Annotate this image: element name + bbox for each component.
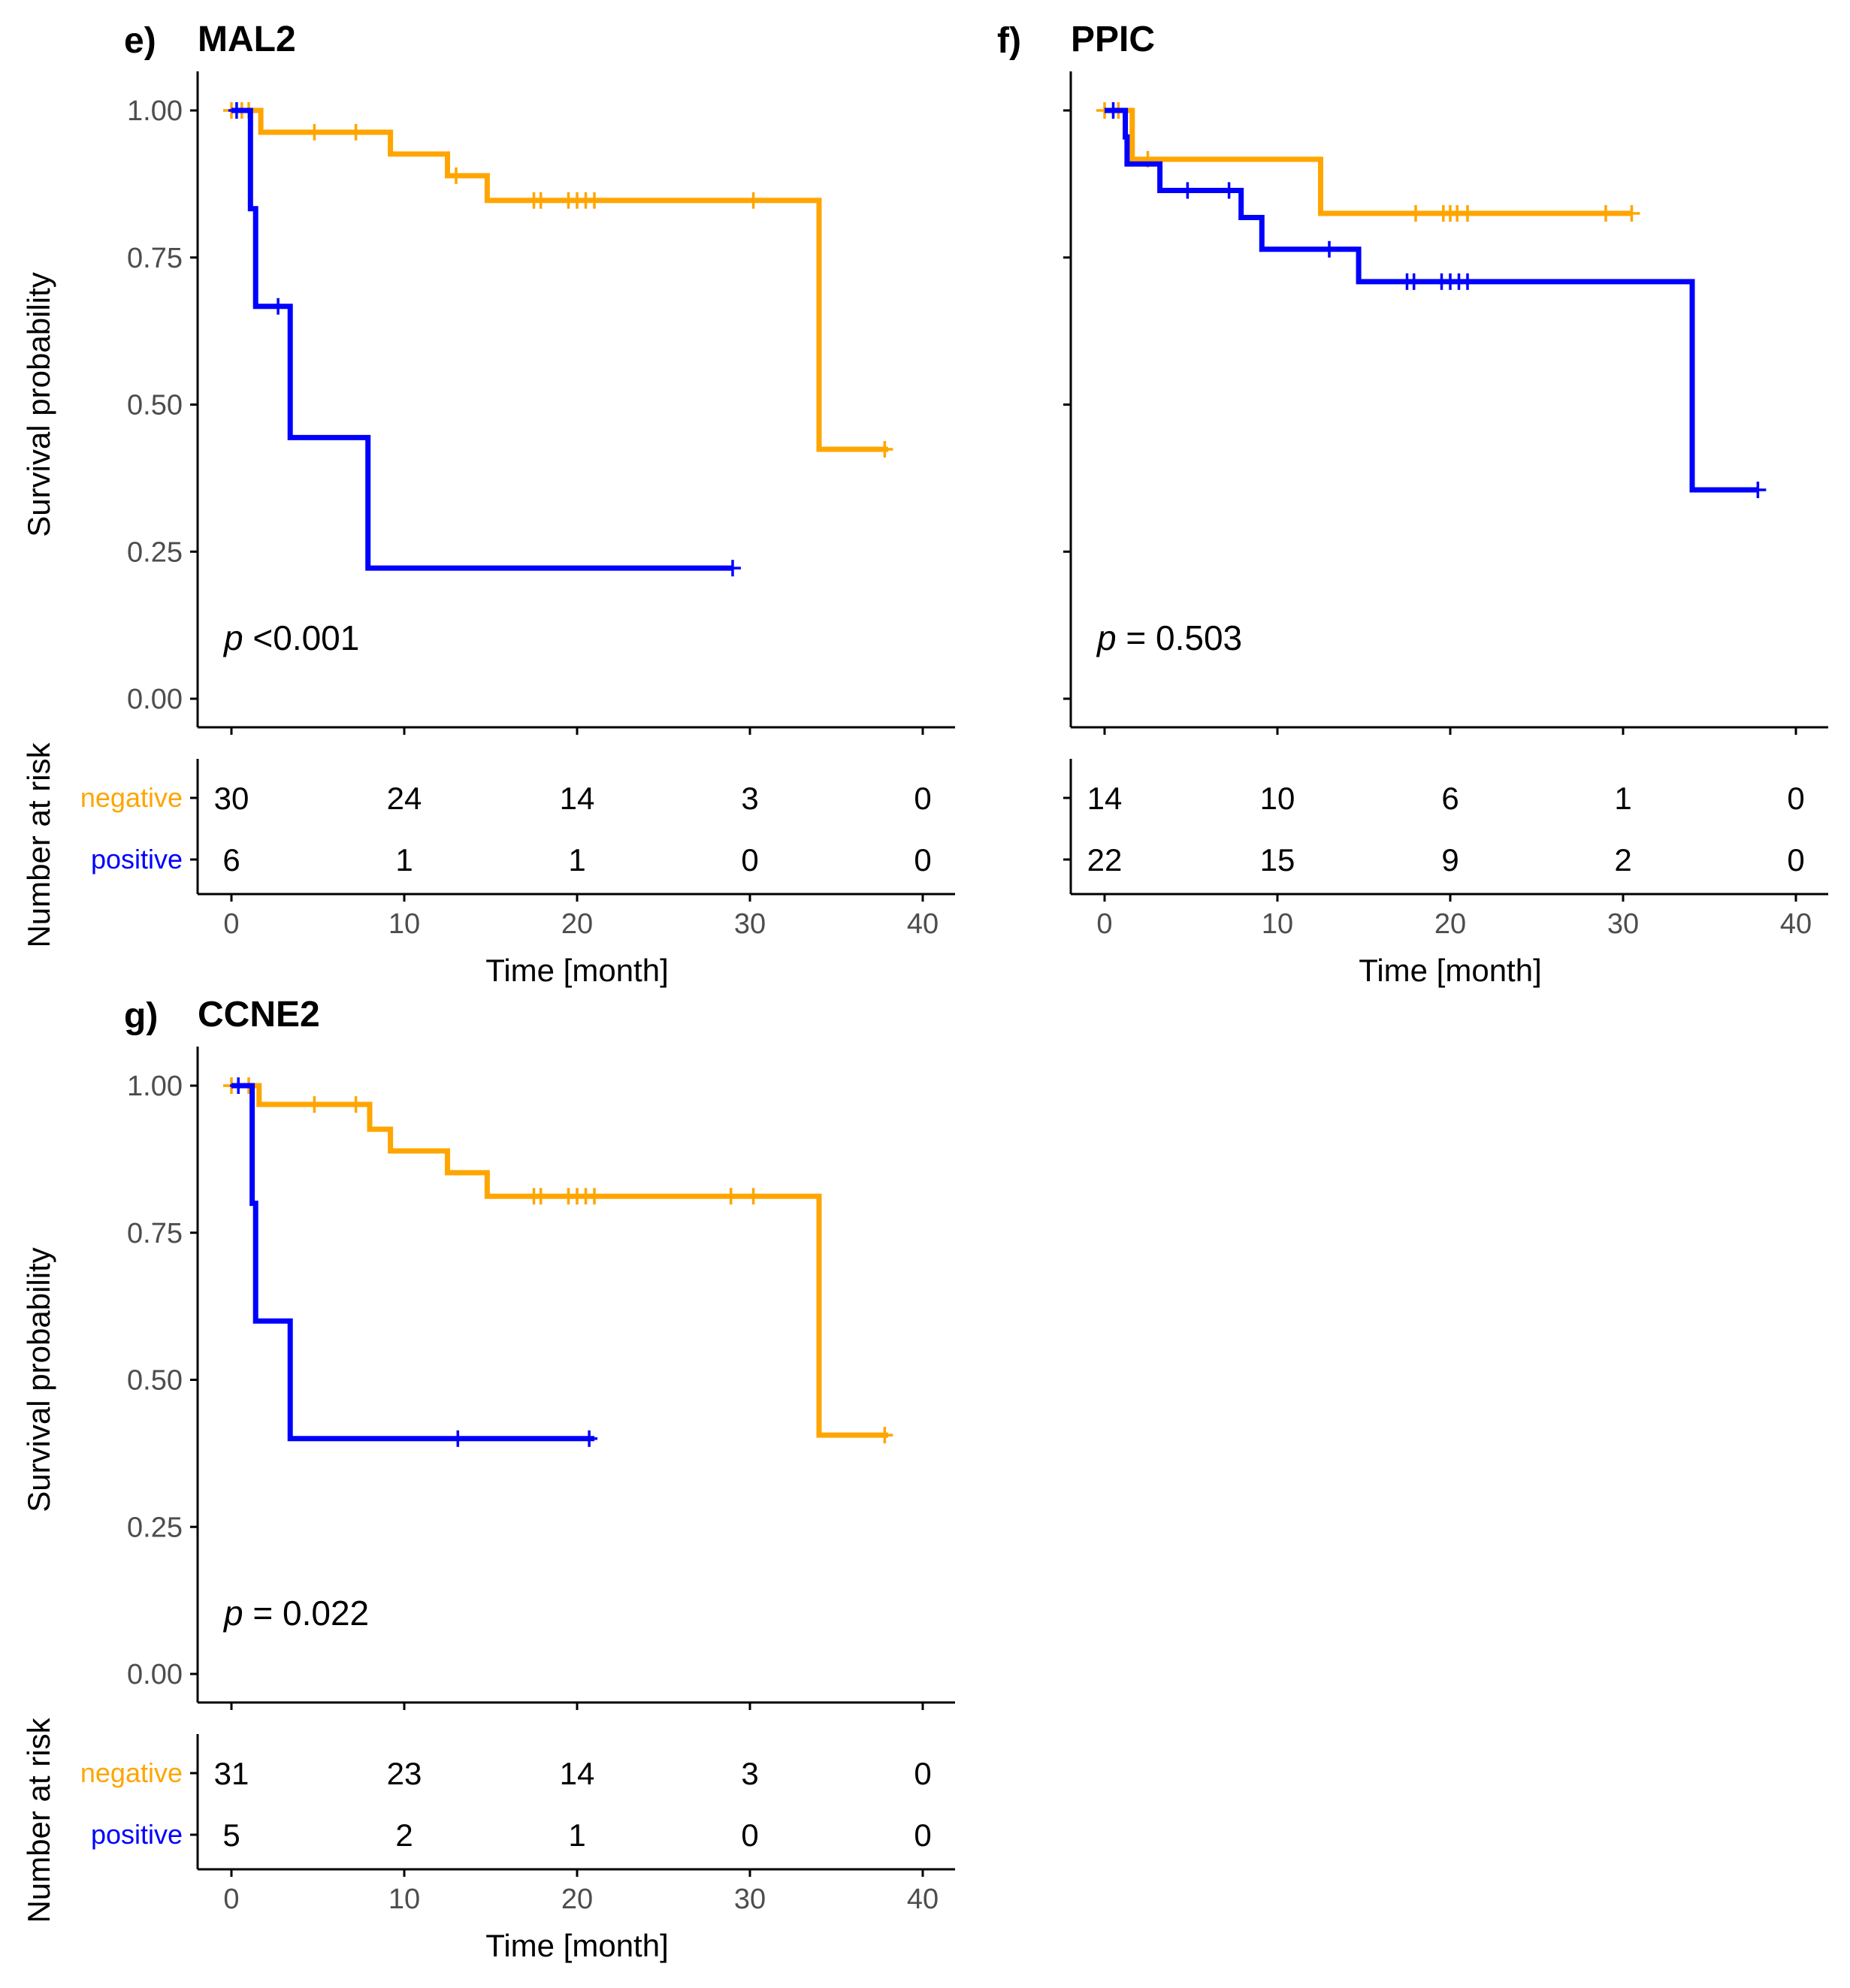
- risk-count: 14: [1087, 781, 1123, 816]
- x-tick-label: 0: [223, 908, 239, 940]
- p-value-text: <0.001: [243, 618, 360, 657]
- x-axis-title: Time [month]: [485, 1928, 669, 1963]
- x-tick-label: 40: [907, 908, 939, 940]
- risk-count: 3: [741, 1756, 758, 1791]
- risk-count: 24: [387, 781, 422, 816]
- y-tick-label: 0.00: [127, 684, 183, 715]
- risk-count: 14: [560, 1756, 595, 1791]
- x-axis-title: Time [month]: [1359, 953, 1542, 988]
- risk-count: 0: [741, 1817, 758, 1853]
- p-value-symbol: p: [1096, 618, 1117, 657]
- risk-count: 3: [741, 781, 758, 816]
- series-negative: [223, 1077, 893, 1444]
- x-tick-label: 20: [561, 908, 593, 940]
- risk-count: 0: [914, 781, 931, 816]
- risk-count: 0: [914, 842, 931, 878]
- x-tick-label: 30: [734, 1884, 766, 1915]
- risk-count: 0: [914, 1817, 931, 1853]
- risk-count: 6: [222, 842, 240, 878]
- risk-count: 6: [1441, 781, 1459, 816]
- risk-group-label: negative: [80, 1757, 183, 1788]
- series-positive: [230, 1077, 598, 1447]
- p-value: p = 0.503: [1096, 618, 1242, 657]
- risk-count: 30: [214, 781, 249, 816]
- y-tick-label: 0.50: [127, 390, 183, 421]
- y-tick-label: 0.50: [127, 1365, 183, 1397]
- y-tick-label: 1.00: [127, 95, 183, 127]
- p-value-symbol: p: [222, 618, 243, 657]
- y-tick-label: 0.00: [127, 1659, 183, 1690]
- km-curve-negative: [231, 1083, 888, 1438]
- risk-count: 9: [1441, 842, 1459, 878]
- x-tick-label: 10: [388, 908, 420, 940]
- risk-table-title: Number at risk: [21, 742, 56, 947]
- p-value-text: = 0.022: [243, 1594, 370, 1633]
- x-tick-label: 40: [1780, 908, 1812, 940]
- risk-count: 23: [387, 1756, 422, 1791]
- y-axis-title: Survival probability: [21, 272, 56, 537]
- risk-count: 1: [1614, 781, 1631, 816]
- risk-count: 31: [214, 1756, 249, 1791]
- x-tick-label: 10: [388, 1884, 420, 1915]
- risk-count: 15: [1260, 842, 1295, 878]
- risk-count: 0: [914, 1756, 931, 1791]
- risk-count: 10: [1260, 781, 1295, 816]
- km-curve-positive: [231, 1083, 594, 1442]
- risk-count: 0: [1787, 842, 1804, 878]
- x-axis-title: Time [month]: [485, 953, 669, 988]
- km-curve-positive: [1105, 107, 1758, 493]
- series-negative: [1096, 102, 1640, 222]
- risk-count: 0: [1787, 781, 1804, 816]
- p-value: p <0.001: [222, 618, 359, 657]
- panel-label: e): [124, 21, 156, 61]
- panel-label: g): [124, 996, 158, 1036]
- p-value: p = 0.022: [222, 1594, 369, 1633]
- y-tick-label: 0.75: [127, 243, 183, 274]
- x-tick-label: 30: [734, 908, 766, 940]
- risk-group-label: negative: [80, 782, 183, 813]
- p-value-symbol: p: [222, 1594, 243, 1633]
- y-tick-label: 0.25: [127, 1512, 183, 1543]
- km-curve-negative: [1105, 107, 1632, 216]
- series-positive: [1105, 102, 1767, 499]
- panel-title: CCNE2: [198, 995, 320, 1035]
- x-tick-label: 30: [1607, 908, 1639, 940]
- series-negative: [223, 102, 893, 458]
- km-curve-negative: [231, 107, 888, 452]
- panel-title: PPIC: [1071, 20, 1155, 59]
- y-axis-title: Survival probability: [21, 1247, 56, 1512]
- risk-count: 22: [1087, 842, 1123, 878]
- panel-label: f): [997, 21, 1021, 61]
- risk-count: 1: [568, 842, 585, 878]
- km-panel-ccne2: g) CCNE2 0.00 0.25 0.50 0.75 1.00 Survival prob…: [21, 995, 955, 1963]
- x-tick-label: 0: [1096, 908, 1112, 940]
- risk-table-title: Number at risk: [21, 1717, 56, 1923]
- risk-group-label: positive: [91, 1819, 183, 1850]
- risk-count: 0: [741, 842, 758, 878]
- y-tick-label: 0.25: [127, 536, 183, 568]
- series-positive: [228, 102, 741, 577]
- x-tick-label: 40: [907, 1884, 939, 1915]
- risk-count: 1: [395, 842, 413, 878]
- risk-group-label: positive: [91, 844, 183, 875]
- x-tick-label: 20: [1434, 908, 1466, 940]
- risk-count: 1: [568, 1817, 585, 1853]
- risk-count: 2: [395, 1817, 413, 1853]
- p-value-text: = 0.503: [1117, 618, 1243, 657]
- panel-title: MAL2: [198, 20, 296, 59]
- risk-count: 14: [560, 781, 595, 816]
- y-tick-label: 0.75: [127, 1218, 183, 1249]
- y-tick-label: 1.00: [127, 1071, 183, 1102]
- x-tick-label: 20: [561, 1884, 593, 1915]
- risk-count: 5: [222, 1817, 240, 1853]
- x-tick-label: 10: [1262, 908, 1293, 940]
- risk-count: 2: [1614, 842, 1631, 878]
- km-curve-positive: [231, 107, 733, 571]
- x-tick-label: 0: [223, 1884, 239, 1915]
- km-panel-mal2: e) MAL2 0.00 0.25 0.50 0.75 1.00 Survival proba…: [21, 20, 955, 988]
